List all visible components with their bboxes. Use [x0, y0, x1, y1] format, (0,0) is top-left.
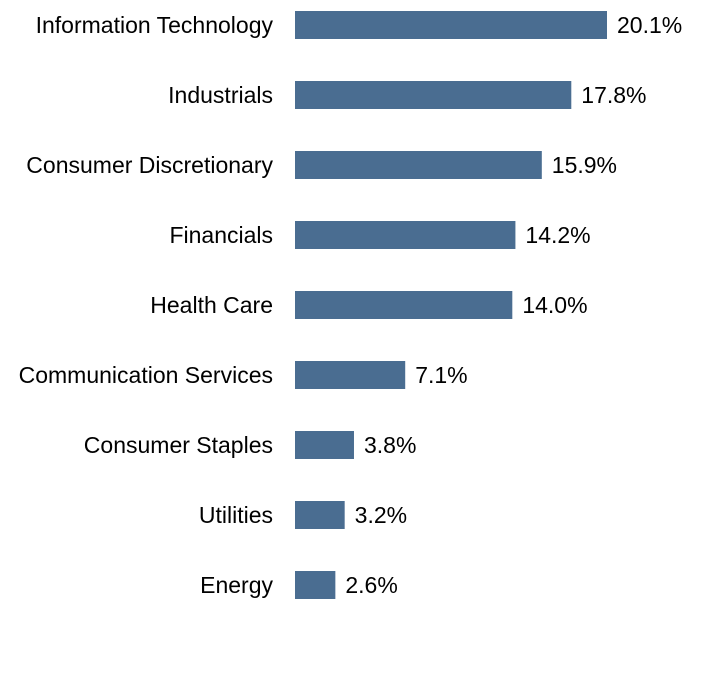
bar-industrials — [295, 81, 572, 109]
value-labels: 20.1% 17.8% 15.9% 14.2% 14.0% 7.1% 3.8% 3.2% 2.6… — [345, 12, 682, 598]
value-label-consumer-discretionary: 15.9% — [552, 152, 617, 178]
value-label-financials: 14.2% — [525, 222, 590, 248]
value-label-consumer-staples: 3.8% — [364, 432, 416, 458]
value-label-information-technology: 20.1% — [617, 12, 682, 38]
category-label-utilities: Utilities — [199, 502, 273, 528]
value-label-utilities: 3.2% — [355, 502, 407, 528]
bar-financials — [295, 221, 516, 249]
bar-consumer-staples — [295, 431, 354, 459]
value-label-energy: 2.6% — [345, 572, 397, 598]
bar-communication-services — [295, 361, 406, 389]
bar-utilities — [295, 501, 345, 529]
category-label-information-technology: Information Technology — [36, 12, 274, 38]
category-label-financials: Financials — [169, 222, 273, 248]
bar-energy — [295, 571, 336, 599]
bar-information-technology — [295, 11, 607, 39]
bar-health-care — [295, 291, 513, 319]
category-label-consumer-staples: Consumer Staples — [84, 432, 273, 458]
category-label-health-care: Health Care — [150, 292, 273, 318]
category-label-communication-services: Communication Services — [19, 362, 273, 388]
bar-consumer-discretionary — [295, 151, 542, 179]
value-label-communication-services: 7.1% — [415, 362, 467, 388]
bars-layer — [295, 11, 607, 599]
category-label-industrials: Industrials — [168, 82, 273, 108]
category-labels: Information Technology Industrials Consume… — [19, 12, 274, 598]
category-label-consumer-discretionary: Consumer Discretionary — [26, 152, 273, 178]
value-label-health-care: 14.0% — [522, 292, 587, 318]
value-label-industrials: 17.8% — [581, 82, 646, 108]
category-label-energy: Energy — [200, 572, 273, 598]
